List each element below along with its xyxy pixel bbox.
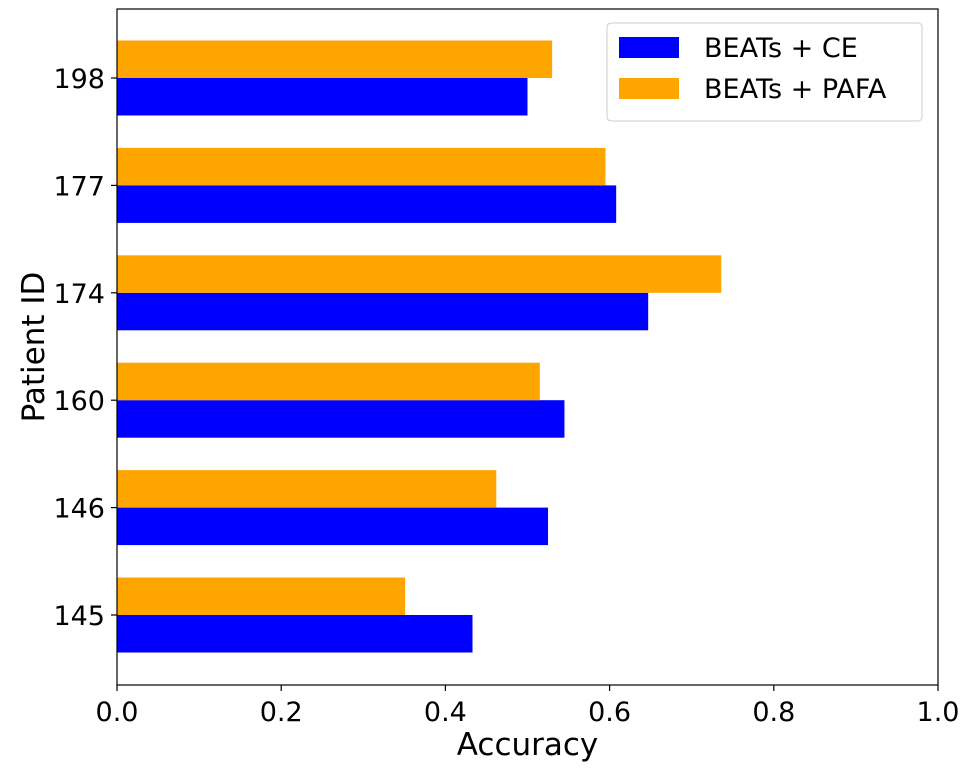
legend-box <box>606 22 923 122</box>
y-tick-label-177: 177 <box>53 171 105 202</box>
bar-pafa-145 <box>117 577 406 615</box>
legend-swatch-ce <box>619 37 679 58</box>
x-tick-label-0.0: 0.0 <box>96 697 139 728</box>
bar-ce-145 <box>117 615 473 653</box>
bar-ce-174 <box>117 292 649 331</box>
bar-pafa-160 <box>117 362 540 401</box>
bar-ce-146 <box>117 507 549 546</box>
y-tick-label-174: 174 <box>53 279 105 310</box>
y-tick-label-160: 160 <box>53 386 105 417</box>
bar-ce-160 <box>117 400 565 438</box>
x-tick-label-0.2: 0.2 <box>260 697 303 728</box>
y-tick-label-146: 146 <box>53 494 105 525</box>
legend: BEATs + CE BEATs + PAFA <box>606 22 923 122</box>
x-tick-label-0.6: 0.6 <box>588 697 631 728</box>
bar-pafa-177 <box>117 147 606 186</box>
y-tick-label-198: 198 <box>53 64 105 95</box>
x-tick-label-0.4: 0.4 <box>424 697 467 728</box>
legend-swatch-pafa <box>619 78 679 99</box>
x-tick-label-1.0: 1.0 <box>917 697 960 728</box>
bar-pafa-146 <box>117 470 497 508</box>
legend-label-pafa: BEATs + PAFA <box>704 74 887 105</box>
x-tick-label-0.8: 0.8 <box>752 697 795 728</box>
bar-pafa-198 <box>117 40 553 78</box>
x-axis-title: Accuracy <box>457 727 599 763</box>
bar-ce-177 <box>117 185 617 223</box>
y-tick-label-145: 145 <box>53 601 105 632</box>
ticks-layer: 145 146 160 174 177 198 0.0 0.2 0.4 0.6 0.8 1.0 <box>53 64 959 728</box>
y-axis-title: Patient ID <box>16 272 52 423</box>
bars-layer <box>117 40 722 653</box>
plot-frame <box>116 8 939 686</box>
bar-pafa-174 <box>117 255 722 293</box>
bar-ce-198 <box>117 78 528 116</box>
legend-label-ce: BEATs + CE <box>704 33 858 64</box>
